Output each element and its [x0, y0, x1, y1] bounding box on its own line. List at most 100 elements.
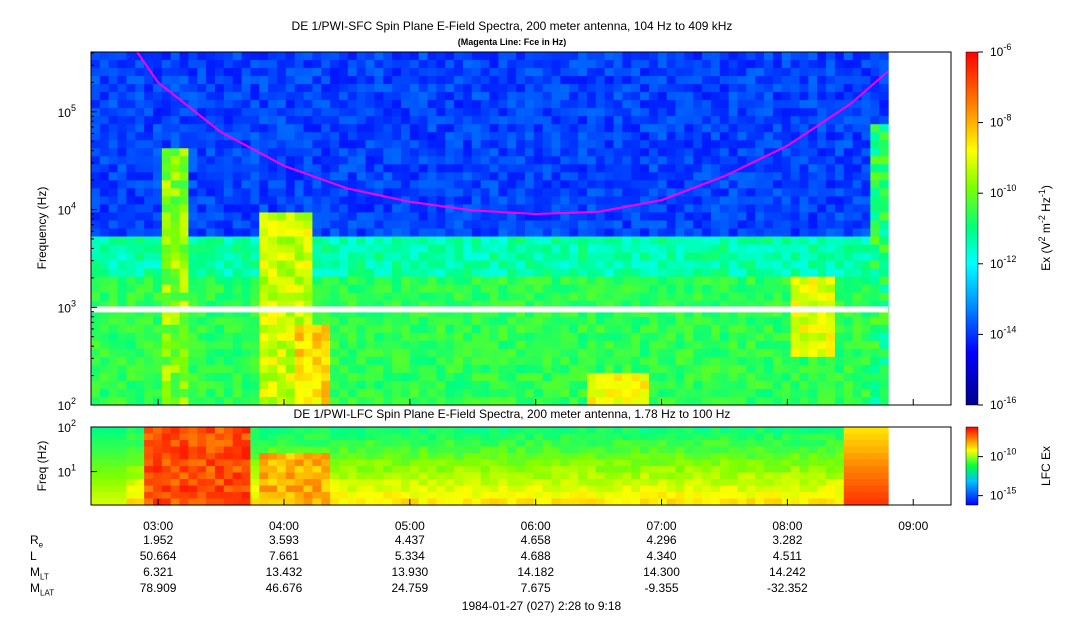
sfc-heat-cell [303, 76, 314, 85]
sfc-cbar-tick-label: 10-14 [990, 324, 1016, 341]
sfc-heat-cell [551, 340, 561, 350]
sfc-heat-cell [330, 204, 340, 214]
lfc-heat-cell [622, 472, 632, 480]
sfc-heat-cell [808, 132, 818, 141]
sfc-heat-cell [400, 228, 411, 238]
sfc-heat-cell [533, 228, 544, 238]
sfc-heat-cell [524, 316, 535, 326]
sfc-heat-cell [542, 52, 553, 61]
sfc-heat-cell [99, 204, 110, 214]
sfc-heat-cell [99, 228, 110, 238]
sfc-heat-cell [436, 324, 446, 334]
sfc-heat-cell [817, 356, 827, 366]
sfc-heat-cell [569, 52, 579, 61]
sfc-heat-cell [276, 196, 287, 206]
sfc-heat-cell [843, 244, 854, 254]
sfc-heat-cell [586, 364, 597, 374]
sfc-heat-cell [232, 148, 243, 157]
sfc-heat-cell [427, 252, 437, 262]
sfc-heat-cell [604, 388, 615, 398]
sfc-heat-cell [365, 388, 376, 398]
sfc-heat-cell [808, 172, 818, 181]
lfc-heat-cell [728, 453, 739, 461]
sfc-heat-cell [400, 140, 411, 149]
sfc-heat-cell [241, 220, 252, 230]
lfc-heat-cell [560, 427, 570, 435]
sfc-heat-cell [188, 60, 198, 69]
sfc-heat-cell [409, 92, 420, 101]
sfc-heat-cell [551, 388, 561, 398]
sfc-heat-cell [135, 60, 145, 69]
sfc-heat-cell [631, 68, 641, 77]
sfc-heat-cell [170, 324, 181, 334]
lfc-heat-cell [232, 446, 243, 454]
sfc-heat-cell [206, 100, 216, 109]
lfc-heat-cell [657, 466, 668, 474]
sfc-heat-cell [631, 188, 641, 198]
sfc-heat-cell [152, 220, 163, 230]
sfc-heat-cell [383, 124, 393, 133]
sfc-heat-cell [330, 356, 340, 366]
sfc-heat-cell [427, 172, 437, 181]
lfc-heat-cell [631, 498, 641, 506]
lfc-heat-cell [684, 498, 694, 506]
sfc-heat-cell [321, 124, 331, 133]
lfc-heat-cell [400, 433, 411, 441]
sfc-heat-cell [427, 348, 437, 358]
sfc-heat-cell [312, 84, 322, 93]
sfc-heat-cell [206, 372, 216, 382]
sfc-heat-cell [648, 92, 659, 101]
sfc-heat-cell [551, 220, 561, 230]
sfc-heat-cell [214, 212, 225, 222]
sfc-heat-cell [533, 372, 544, 382]
sfc-heat-cell [241, 292, 252, 302]
sfc-heat-cell [285, 308, 296, 318]
sfc-heat-cell [232, 308, 243, 318]
sfc-heat-cell [144, 252, 154, 262]
sfc-heat-cell [108, 124, 119, 133]
sfc-heat-cell [719, 396, 730, 406]
sfc-heat-cell [276, 228, 287, 238]
sfc-heat-cell [250, 156, 260, 165]
sfc-heat-cell [710, 188, 721, 198]
lfc-heat-cell [268, 479, 278, 487]
lfc-heat-cell [232, 433, 243, 441]
lfc-heat-cell [471, 485, 482, 493]
lfc-heat-cell [427, 466, 437, 474]
sfc-heat-cell [604, 212, 615, 222]
sfc-heat-cell [268, 220, 278, 230]
sfc-heat-cell [755, 356, 765, 366]
sfc-heat-cell [790, 388, 801, 398]
sfc-heat-cell [392, 172, 402, 181]
lfc-heat-cell [471, 427, 482, 435]
sfc-heat-cell [152, 164, 163, 173]
sfc-heat-cell [99, 332, 110, 342]
sfc-heat-cell [462, 164, 473, 173]
lfc-heat-cell [631, 453, 641, 461]
sfc-heat-cell [657, 316, 668, 326]
sfc-heat-cell [250, 108, 260, 117]
sfc-heat-cell [569, 340, 579, 350]
sfc-heat-cell [507, 172, 517, 181]
lfc-heat-cell [533, 485, 544, 493]
sfc-heat-cell [852, 124, 863, 133]
sfc-heat-cell [507, 372, 517, 382]
sfc-heat-cell [551, 396, 561, 406]
sfc-heat-cell [480, 276, 491, 286]
sfc-heat-cell [400, 60, 411, 69]
sfc-heat-cell [578, 212, 588, 222]
sfc-heat-cell [312, 124, 322, 133]
sfc-heat-cell [356, 164, 367, 173]
sfc-heat-cell [799, 308, 809, 318]
sfc-heat-cell [781, 380, 792, 390]
sfc-heat-cell [152, 196, 163, 206]
lfc-heat-cell [657, 459, 668, 467]
sfc-heat-cell [879, 324, 889, 334]
sfc-heat-cell [330, 220, 340, 230]
sfc-heat-cell [338, 220, 349, 230]
sfc-heat-cell [507, 332, 517, 342]
lfc-heat-cell [312, 492, 322, 500]
sfc-heat-cell [861, 204, 871, 214]
lfc-heat-cell [170, 472, 181, 480]
sfc-heat-cell [542, 252, 553, 262]
